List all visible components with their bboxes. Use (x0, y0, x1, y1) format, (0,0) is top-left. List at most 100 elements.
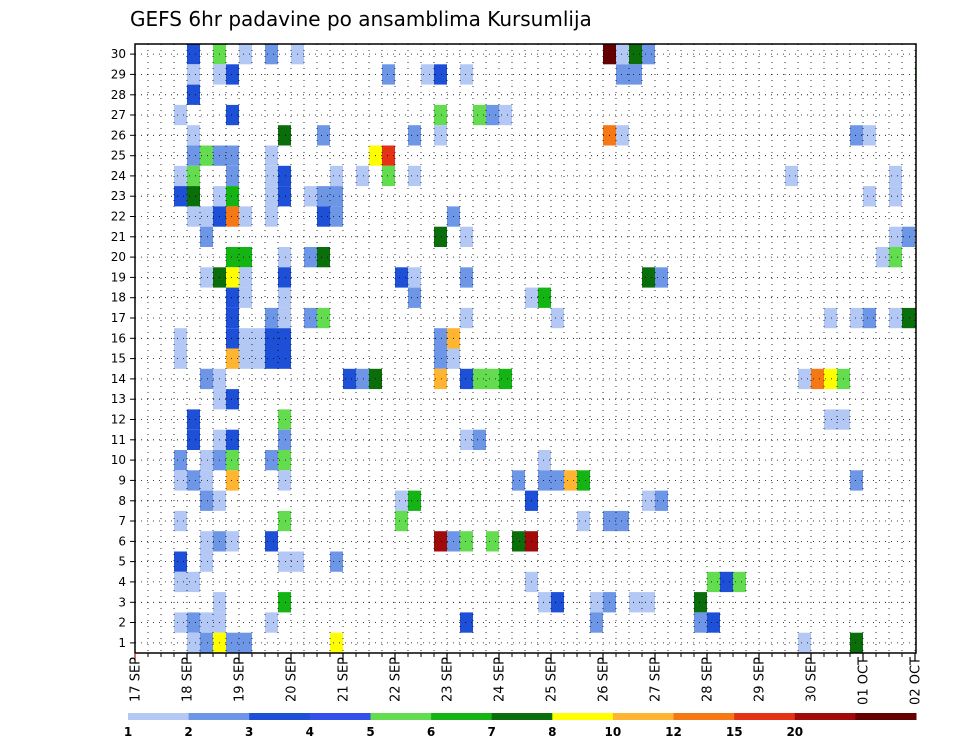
heatmap-cell (824, 409, 837, 430)
heatmap-cell (434, 368, 447, 390)
heatmap-cell (408, 165, 421, 187)
heatmap-cell (720, 571, 733, 593)
heatmap-cell (434, 104, 447, 126)
heatmap-cell (460, 612, 473, 633)
heatmap-cell (174, 510, 187, 532)
heatmap-cell (278, 267, 291, 288)
heatmap-cell (408, 287, 421, 308)
heatmap-cell (278, 409, 291, 430)
heatmap-cell (330, 165, 343, 187)
heatmap-cell (889, 226, 902, 247)
colorbar: 1 2 3 4 5 6 7 8 10 12 15 20 (124, 713, 917, 739)
y-tick-label: 8 (118, 494, 126, 508)
heatmap-cell (798, 632, 811, 653)
y-tick-label: 25 (111, 149, 126, 163)
colorbar-tick-label: 1 (124, 725, 132, 739)
heatmap-cell (265, 206, 278, 227)
heatmap-cell (889, 165, 902, 187)
heatmap-cell (863, 186, 876, 207)
heatmap-cell (200, 145, 213, 166)
heatmap-cell (226, 307, 239, 329)
heatmap-cell (824, 307, 837, 329)
heatmap-cell (551, 592, 564, 613)
heatmap-cell (629, 64, 642, 85)
heatmap-cell (278, 165, 291, 187)
heatmap-cell (850, 125, 863, 146)
heatmap-cell (304, 186, 317, 207)
heatmap-cell (317, 186, 330, 207)
x-tick-label: 25 SEP (545, 657, 560, 702)
heatmap-cell (538, 592, 551, 613)
colorbar-swatch (128, 713, 190, 720)
heatmap-cell (538, 450, 551, 471)
x-tick-label: 26 SEP (597, 657, 612, 702)
heatmap-cell (278, 348, 291, 369)
heatmap-cell (434, 328, 447, 349)
heatmap-cell (174, 165, 187, 187)
y-tick-label: 11 (111, 433, 126, 447)
colorbar-tick-label: 6 (427, 725, 435, 739)
heatmap-cell (889, 186, 902, 207)
x-tick-label: 20 SEP (285, 657, 300, 702)
heatmap-cell (460, 226, 473, 247)
heatmap-cell (265, 186, 278, 207)
heatmap-cell (473, 429, 486, 450)
heatmap-cell (434, 348, 447, 369)
heatmap-cell (226, 104, 239, 126)
heatmap-cell (512, 470, 525, 491)
heatmap-cell (538, 287, 551, 308)
colorbar-tick-label: 2 (184, 725, 192, 739)
heatmap-cell (707, 571, 720, 593)
heatmap-cell (408, 125, 421, 146)
y-tick-label: 18 (111, 291, 126, 305)
heatmap-cell (486, 368, 499, 390)
heatmap-cell (304, 247, 317, 268)
x-tick-label: 23 SEP (441, 657, 456, 702)
heatmap-cell (252, 328, 265, 349)
heatmap-cell (382, 165, 395, 187)
heatmap-cell (278, 287, 291, 308)
heatmap-cell (226, 145, 239, 166)
y-tick-label: 30 (111, 47, 126, 61)
y-tick-label: 24 (111, 169, 126, 183)
heatmap-cell (655, 490, 668, 511)
x-tick-label: 30 SEP (805, 657, 820, 702)
y-tick-label: 6 (118, 534, 126, 548)
heatmap-cell (265, 348, 278, 369)
heatmap-cell (278, 328, 291, 349)
heatmap-cell (512, 531, 525, 552)
heatmap-cell (629, 592, 642, 613)
heatmap-cell (187, 206, 200, 227)
heatmap-cell (226, 348, 239, 369)
heatmap-cell (876, 247, 889, 268)
heatmap-cell (551, 307, 564, 329)
heatmap-cell (187, 64, 200, 85)
colorbar-tick-label: 15 (726, 725, 743, 739)
colorbar-tick-label: 10 (605, 725, 622, 739)
heatmap-cell (330, 206, 343, 227)
y-tick-label: 15 (111, 352, 126, 366)
colorbar-swatch (249, 713, 311, 720)
heatmap-cell (265, 612, 278, 633)
y-tick-label: 20 (111, 250, 126, 264)
heatmap-cell (317, 125, 330, 146)
heatmap-cell (616, 510, 629, 532)
heatmap-cell (395, 510, 408, 532)
y-tick-label: 10 (111, 453, 126, 467)
y-tick-label: 23 (111, 189, 126, 203)
heatmap-cell (343, 368, 356, 390)
y-tick-label: 2 (118, 616, 126, 630)
heatmap-cell (226, 247, 239, 268)
heatmap-cell (200, 368, 213, 390)
colorbar-swatch (431, 713, 493, 720)
heatmap-cell (460, 64, 473, 85)
colorbar-swatch (612, 713, 674, 720)
heatmap-cell (421, 64, 434, 85)
heatmap-cell (187, 186, 200, 207)
heatmap-cell (174, 571, 187, 593)
heatmap-cell (226, 389, 239, 410)
heatmap-cell (317, 307, 330, 329)
colorbar-tick-label: 20 (786, 725, 803, 739)
heatmap-cell (187, 612, 200, 633)
heatmap-cell (265, 328, 278, 349)
